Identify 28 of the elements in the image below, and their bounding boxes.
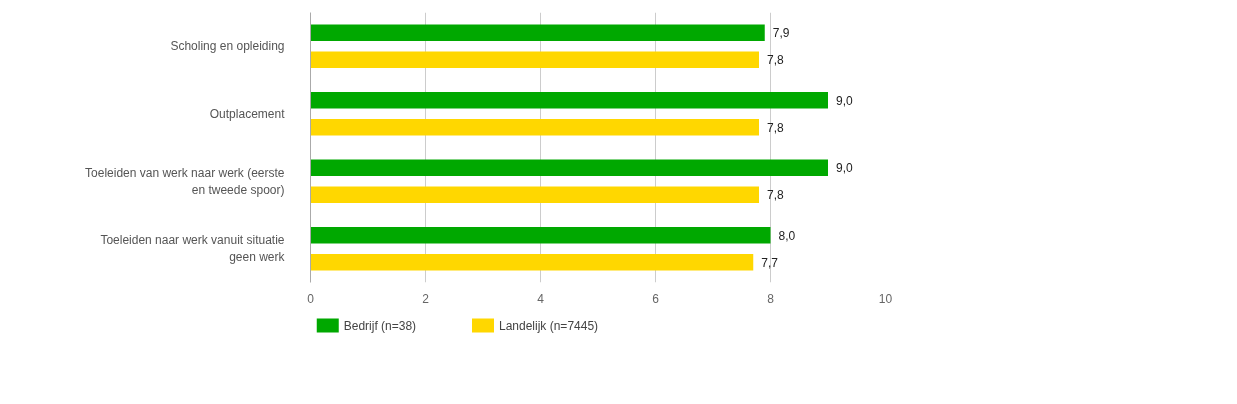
x-tick-label: 6 (652, 291, 660, 306)
y-tick-label: Scholing en opleiding (170, 39, 285, 54)
bar (310, 91, 828, 109)
x-tick-label: 4 (537, 291, 545, 306)
x-tick-label: 8 (767, 291, 775, 306)
data-label: 7,8 (767, 120, 785, 135)
data-label: 9,0 (836, 93, 854, 108)
bar (310, 253, 754, 271)
y-tick-label: Outplacement (209, 106, 286, 121)
y-tick-label: Toeleiden van werk naar werk (eerste en tweede spoor) (85, 165, 285, 197)
bar (310, 159, 828, 177)
y-tick-label: Toeleiden naar werk vanuit situatie geen werk (100, 233, 286, 265)
data-label: 7,9 (772, 26, 790, 41)
legend-label: Bedrijf (n=38) (343, 318, 417, 333)
bar (310, 186, 759, 204)
data-label: 8,0 (778, 228, 796, 243)
data-label: 7,8 (767, 188, 785, 203)
data-label: 9,0 (836, 161, 854, 176)
data-label: 7,7 (761, 255, 779, 270)
bar (310, 226, 771, 244)
x-tick-label: 2 (422, 291, 430, 306)
x-tick-label: 0 (307, 291, 315, 306)
bar (310, 24, 765, 42)
bar (310, 51, 759, 69)
x-tick-label: 10 (878, 291, 893, 306)
data-label: 7,8 (767, 53, 785, 68)
legend-label: Landelijk (n=7445) (499, 318, 599, 333)
bar (310, 118, 759, 136)
